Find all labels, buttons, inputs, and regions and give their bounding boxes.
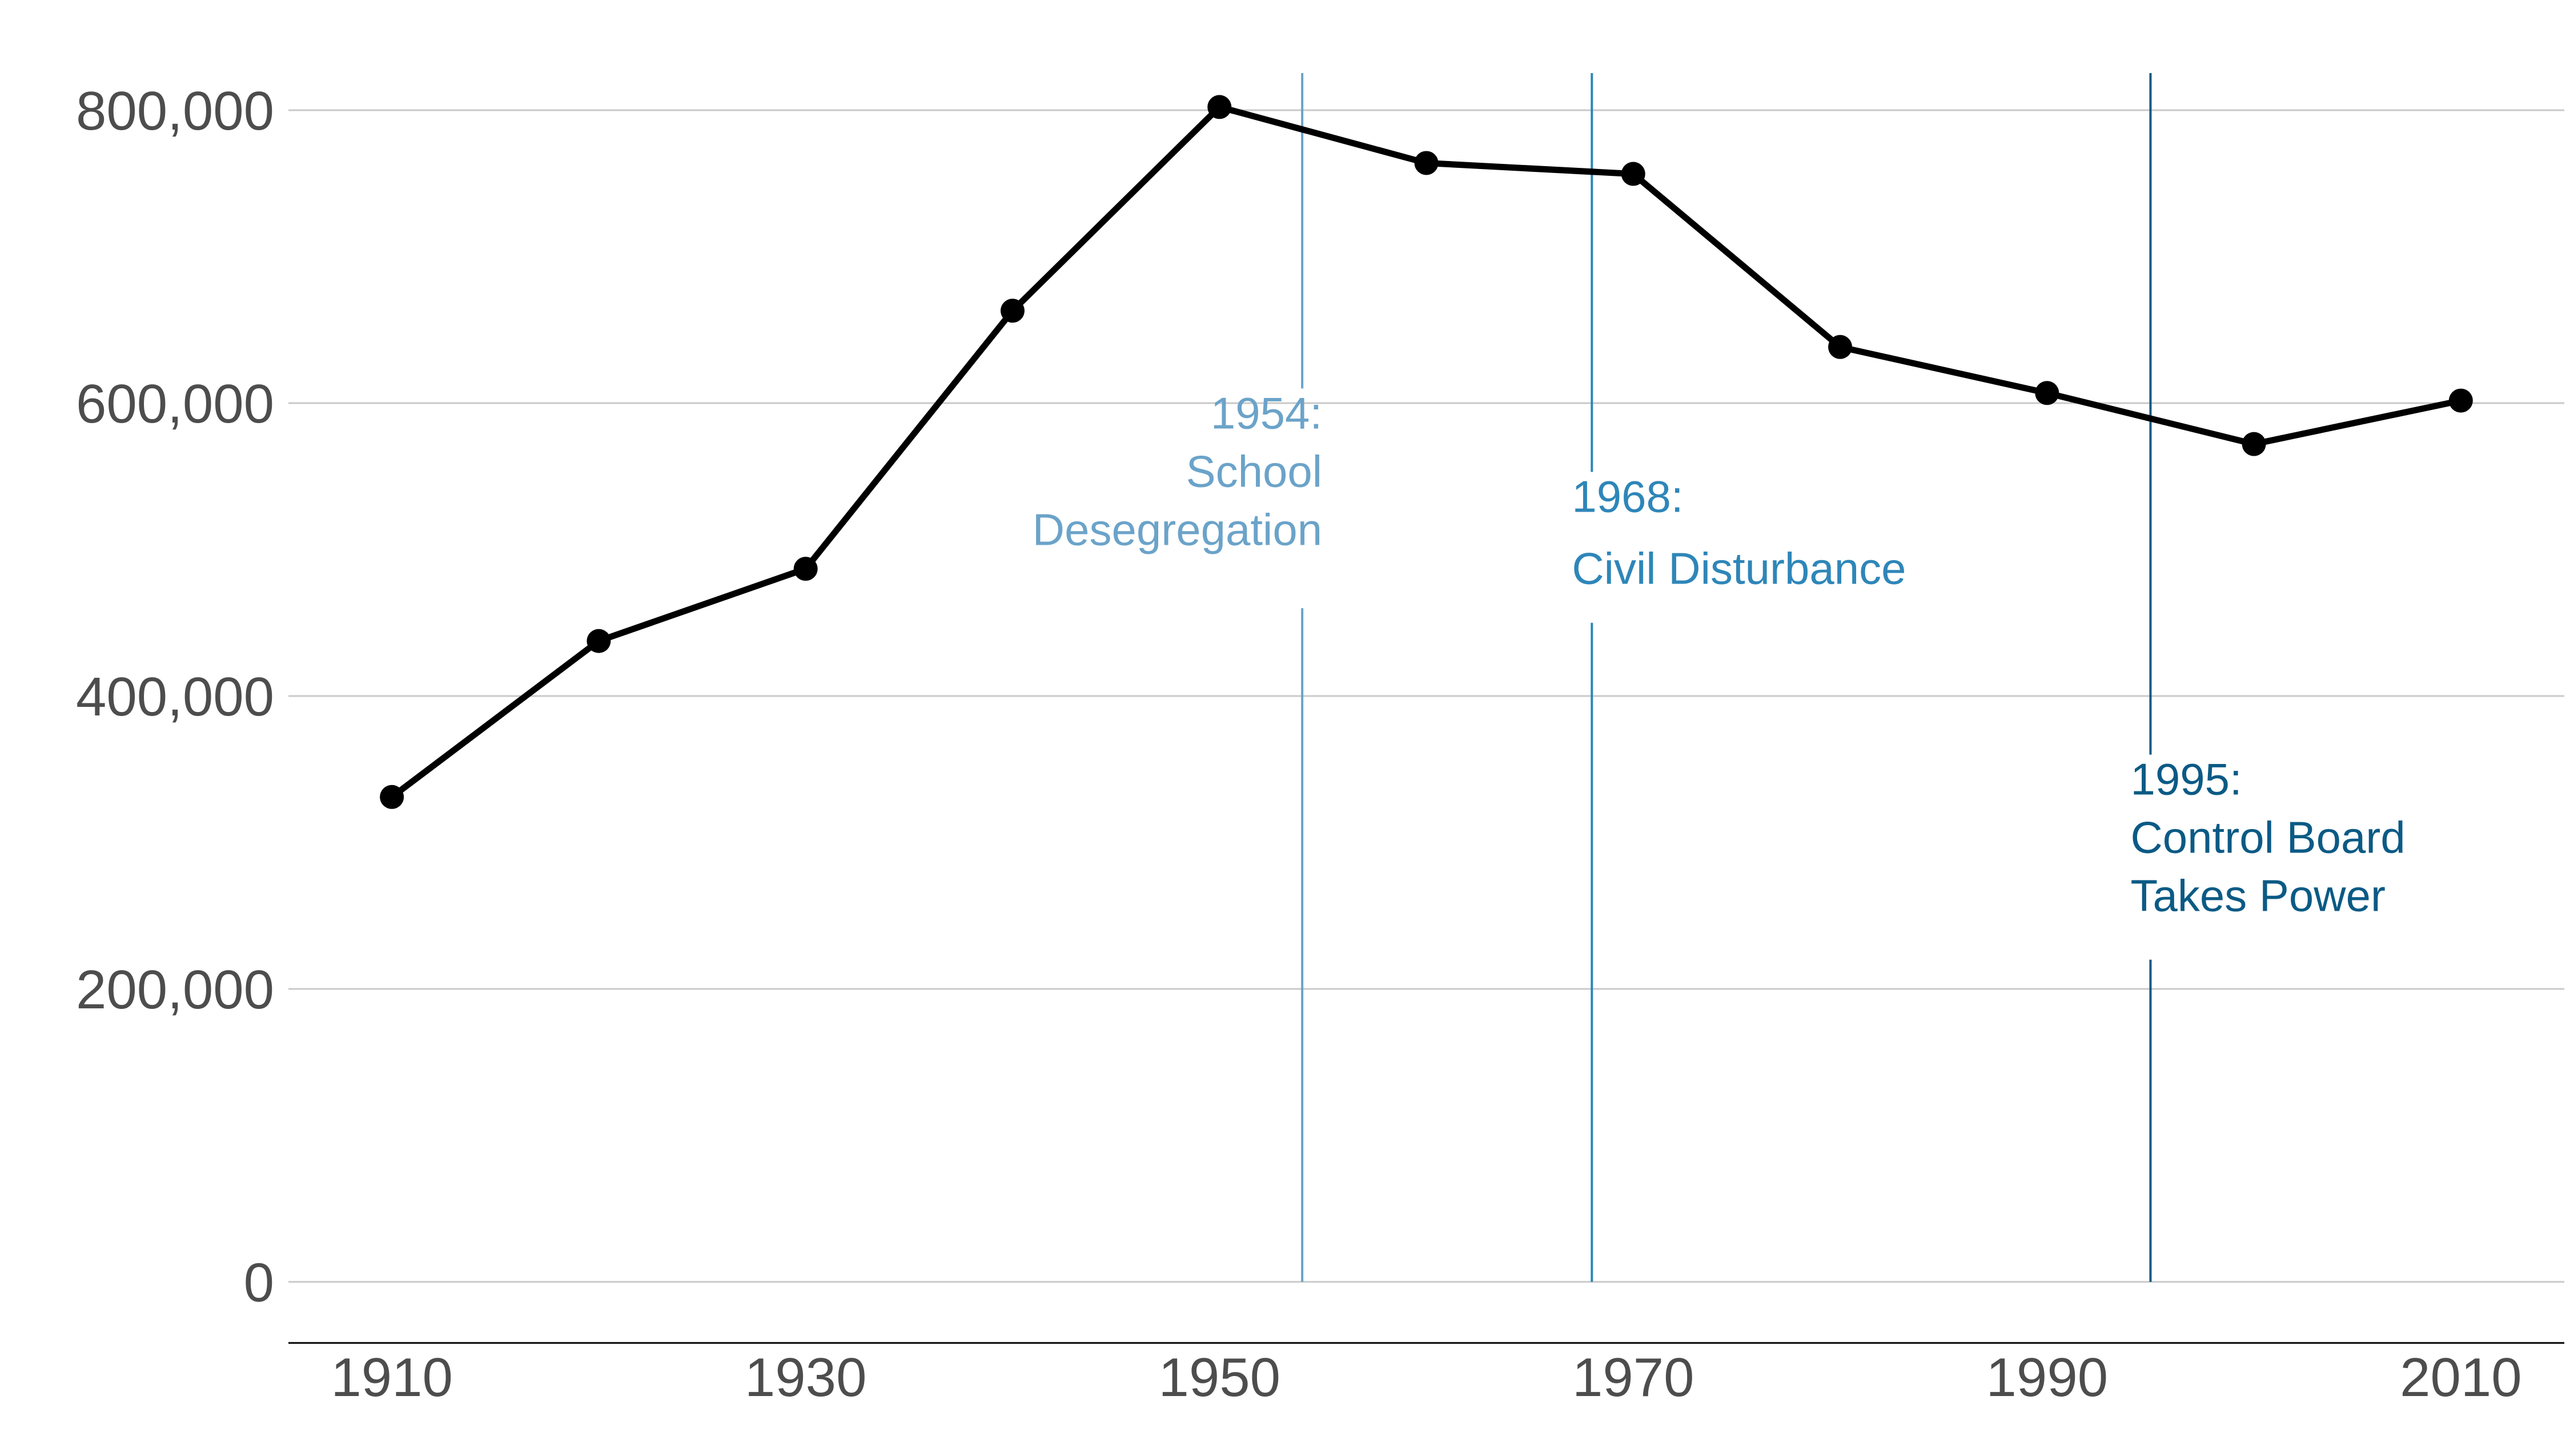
x-axis: 1910 1930 1950 1970 1990 2010	[288, 1342, 2564, 1408]
x-tick-label: 1950	[1158, 1347, 1280, 1408]
x-tick-label: 1990	[1986, 1347, 2109, 1408]
annotation-label: 1968:	[1572, 472, 1683, 522]
annotation-label: Control Board	[2130, 813, 2405, 863]
data-series	[380, 95, 2473, 809]
data-point	[793, 557, 818, 581]
y-tick-label: 800,000	[76, 81, 274, 142]
data-point	[1000, 299, 1025, 323]
data-point	[2035, 381, 2059, 405]
x-tick-label: 1910	[331, 1347, 453, 1408]
x-tick-label: 1930	[745, 1347, 867, 1408]
gridlines: 0 200,000 400,000 600,000 800,000	[76, 81, 2564, 1313]
y-tick-label: 0	[244, 1252, 274, 1313]
data-point	[1621, 162, 1645, 186]
data-point	[2448, 388, 2473, 413]
data-point	[1207, 95, 1232, 119]
annotations: 1954: School Desegregation 1968: Civil Distu…	[1033, 73, 2406, 1282]
annotation-label: Takes Power	[2130, 871, 2386, 921]
annotation-label: School	[1186, 446, 1323, 496]
y-tick-label: 400,000	[76, 666, 274, 727]
x-tick-label: 1970	[1572, 1347, 1694, 1408]
data-point	[587, 629, 611, 653]
annotation-label: 1995:	[2130, 754, 2242, 805]
annotation-label: Desegregation	[1033, 504, 1322, 554]
data-point	[380, 785, 404, 809]
data-point	[1828, 335, 1853, 359]
y-tick-label: 200,000	[76, 959, 274, 1020]
data-point	[1414, 151, 1439, 175]
data-point	[2242, 432, 2266, 456]
x-tick-label: 2010	[2400, 1347, 2522, 1408]
y-tick-label: 600,000	[76, 373, 274, 435]
annotation-label: Civil Disturbance	[1572, 544, 1906, 594]
annotation-label: 1954:	[1211, 388, 1322, 438]
